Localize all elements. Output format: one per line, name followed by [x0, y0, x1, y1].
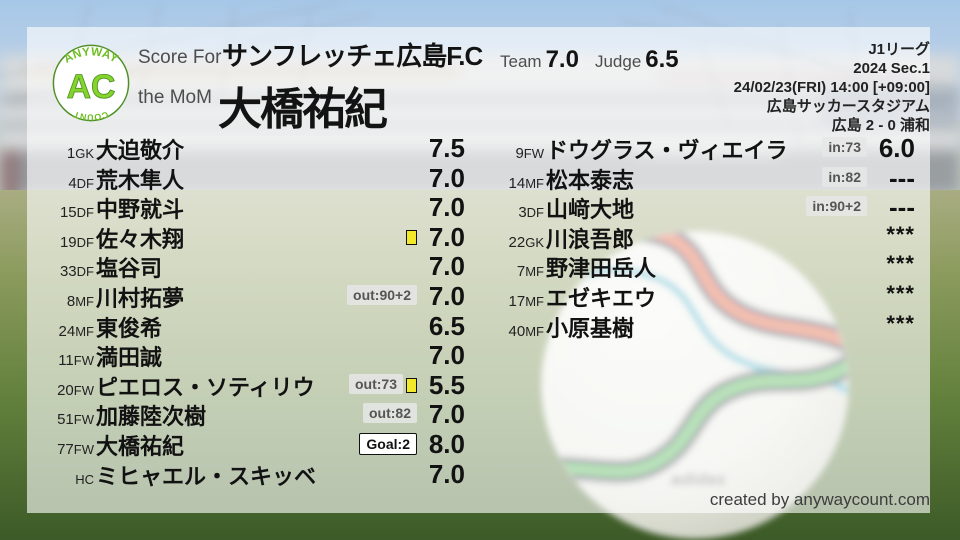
svg-text:AC: AC — [67, 68, 116, 106]
